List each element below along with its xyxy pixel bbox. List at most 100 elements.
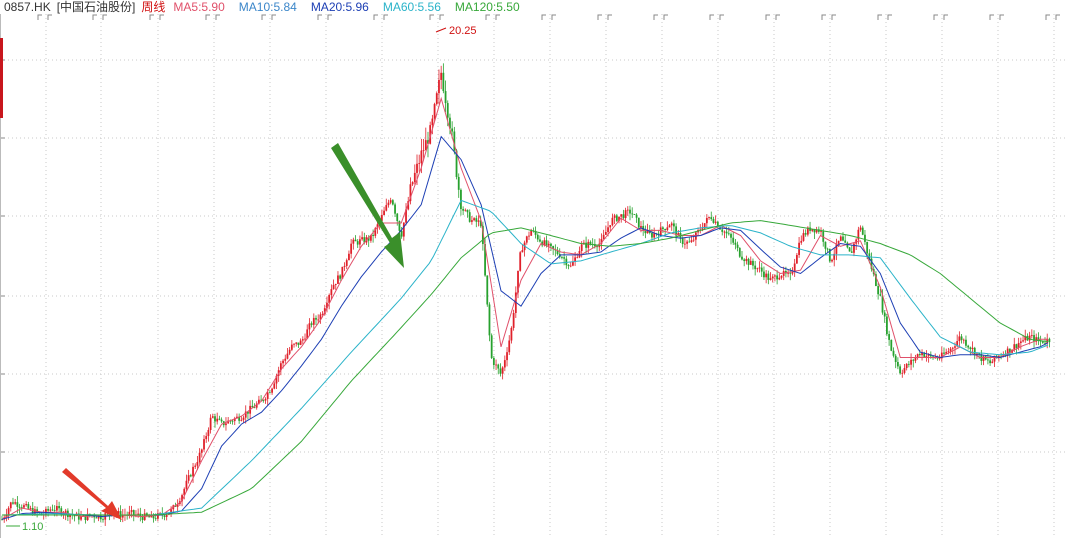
candle-body [49,509,52,511]
candle-body [670,223,673,226]
candle-body [631,213,634,215]
candle-body [152,514,155,519]
candle-body [321,314,324,315]
candle-body [429,125,432,144]
gridline-cap [439,14,444,20]
candle-body [956,341,959,347]
candle-body [266,392,269,399]
candle-body [747,258,750,265]
candle-body [216,418,219,422]
candle-body [29,508,32,509]
gridline-cap [597,14,602,20]
candle-body [407,201,410,210]
candle-body [903,368,906,373]
candle-body [633,214,636,215]
candle-body [497,364,500,369]
candle-body [181,495,183,502]
candle-body [844,240,847,243]
candle-body [888,334,891,340]
candle-body [945,351,948,354]
candle-body [580,244,583,252]
candle-body [949,348,952,352]
candle-body [255,403,258,408]
candle-body [677,233,680,236]
candle-body [951,347,954,349]
candle-body [16,502,19,507]
candle-body [1044,342,1046,344]
candle-body [587,241,590,248]
candle-body [896,362,899,367]
candle-body [927,354,930,356]
candle-body [319,314,322,320]
candle-body [804,233,807,235]
candle-body [602,234,605,239]
high-pointer [435,27,447,33]
candle-body [958,336,961,342]
candle-body [231,420,234,422]
candle-body [330,289,333,296]
candle-body [561,257,563,258]
candle-body [400,230,403,237]
candle-body [795,254,798,264]
candle-body [286,353,289,359]
gridline-cap [271,14,276,20]
gridline-cap [47,14,52,20]
candle-body [354,239,357,242]
red-arrow-icon [62,468,122,520]
gridline-cap [775,14,780,20]
candle-body [861,227,864,235]
gridline-cap [719,14,724,20]
candle-body [225,423,227,426]
candle-body [440,72,443,80]
candle-body [372,234,374,236]
candle-body [1035,337,1038,342]
candle-body [293,343,295,345]
candle-body [525,236,528,243]
candle-body [185,480,188,489]
candle-body [675,226,678,236]
candle-body [710,217,713,219]
candle-body [275,375,278,384]
candle-body [137,513,140,515]
grid [0,14,1066,538]
candle-body [471,220,473,222]
candle-body [765,273,768,278]
candle-body [7,508,10,515]
candle-body [745,258,748,262]
candle-body [1022,340,1024,342]
candle-body [806,227,809,235]
candle-body [341,266,344,279]
price-range-marker [0,38,3,118]
ma-line-ma5 [1,96,1048,520]
candle-body [923,352,926,357]
candle-body [664,229,667,231]
candle-body [391,200,394,205]
candle-body [1002,354,1005,356]
candle-body [910,359,912,365]
candle-body [969,347,972,350]
candle-body [967,345,970,348]
candle-body [811,229,814,231]
candle-body [308,323,311,330]
candle-body [978,353,981,355]
candle-body [835,243,838,254]
candle-body [635,214,638,218]
candle-body [574,257,577,262]
candle-body [530,230,533,236]
candle-body [457,176,460,190]
candle-body [416,163,418,173]
period-label[interactable]: 周线 [141,0,166,14]
candle-body [492,357,495,365]
candle-body [18,506,21,508]
candle-body [84,515,87,521]
candle-body [653,233,656,238]
candle-body [763,271,765,278]
candle-body [435,93,438,105]
candle-body [387,202,390,206]
candle-body [916,354,919,358]
ma5-legend: MA5:5.90 [173,0,225,14]
gridline-cap [317,14,322,20]
candle-body [716,221,719,228]
